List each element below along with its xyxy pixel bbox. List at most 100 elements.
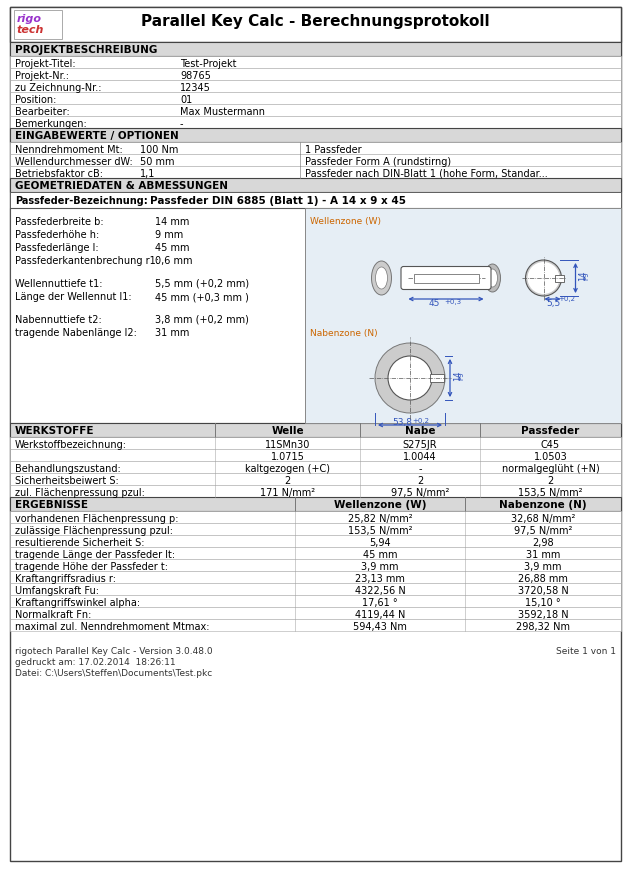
Text: 4119,44 N: 4119,44 N xyxy=(355,609,405,620)
Text: C45: C45 xyxy=(541,440,560,449)
Text: zul. Flächenpressung pzul:: zul. Flächenpressung pzul: xyxy=(15,488,145,497)
Bar xyxy=(430,375,444,382)
Text: +0,2: +0,2 xyxy=(558,295,575,302)
Text: Passfeder-Bezeichnung:: Passfeder-Bezeichnung: xyxy=(15,196,148,206)
Text: tragende Länge der Passfeder lt:: tragende Länge der Passfeder lt: xyxy=(15,549,175,560)
Text: ERGEBNISSE: ERGEBNISSE xyxy=(15,500,88,509)
Bar xyxy=(10,155,621,167)
Text: Betriebsfaktor cB:: Betriebsfaktor cB: xyxy=(15,169,103,179)
Text: Passfederlänge l:: Passfederlänge l: xyxy=(15,242,98,253)
Bar xyxy=(10,93,621,105)
Text: 1.0044: 1.0044 xyxy=(403,452,437,461)
Text: 100 Nm: 100 Nm xyxy=(140,145,179,155)
Text: 45 mm (+0,3 mm ): 45 mm (+0,3 mm ) xyxy=(155,292,249,302)
Text: tech: tech xyxy=(17,25,44,35)
Text: Seite 1 von 1: Seite 1 von 1 xyxy=(556,647,616,655)
Text: 298,32 Nm: 298,32 Nm xyxy=(516,621,570,631)
Text: Wellenzone (W): Wellenzone (W) xyxy=(310,216,381,226)
Text: rigo: rigo xyxy=(17,14,42,24)
Text: Wellennuttiefe t1:: Wellennuttiefe t1: xyxy=(15,279,102,289)
Text: 153,5 N/mm²: 153,5 N/mm² xyxy=(518,488,583,497)
Bar xyxy=(10,595,621,607)
Text: Passfederkantenbrechung r1:: Passfederkantenbrechung r1: xyxy=(15,255,159,266)
Text: Passfederbreite b:: Passfederbreite b: xyxy=(15,216,103,227)
Text: 26,88 mm: 26,88 mm xyxy=(518,574,568,583)
Bar xyxy=(555,275,563,282)
Bar xyxy=(10,193,621,209)
Text: zulässige Flächenpressung pzul:: zulässige Flächenpressung pzul: xyxy=(15,526,173,535)
Bar xyxy=(10,535,621,547)
Text: 3,9 mm: 3,9 mm xyxy=(524,561,562,571)
Text: gedruckt am: 17.02.2014  18:26:11: gedruckt am: 17.02.2014 18:26:11 xyxy=(15,657,175,667)
Ellipse shape xyxy=(375,268,387,289)
Text: Kraftangriffsradius r:: Kraftangriffsradius r: xyxy=(15,574,116,583)
Text: 3,9 mm: 3,9 mm xyxy=(362,561,399,571)
Text: Passfeder DIN 6885 (Blatt 1) - A 14 x 9 x 45: Passfeder DIN 6885 (Blatt 1) - A 14 x 9 … xyxy=(150,196,406,206)
Text: 5,5 mm (+0,2 mm): 5,5 mm (+0,2 mm) xyxy=(155,279,249,289)
Text: 1,1: 1,1 xyxy=(140,169,155,179)
Text: +0,2: +0,2 xyxy=(412,417,429,423)
Bar xyxy=(10,143,621,155)
Text: 11SMn30: 11SMn30 xyxy=(265,440,310,449)
Text: S275JR: S275JR xyxy=(403,440,437,449)
Bar xyxy=(10,607,621,620)
Bar xyxy=(10,620,621,631)
Ellipse shape xyxy=(488,269,497,288)
Text: Position:: Position: xyxy=(15,95,56,105)
Text: 01: 01 xyxy=(180,95,192,105)
Bar xyxy=(10,129,621,143)
Ellipse shape xyxy=(526,261,562,296)
Text: 153,5 N/mm²: 153,5 N/mm² xyxy=(348,526,412,535)
Bar xyxy=(10,423,621,437)
Text: maximal zul. Nenndrehmoment Mtmax:: maximal zul. Nenndrehmoment Mtmax: xyxy=(15,621,209,631)
Text: 594,43 Nm: 594,43 Nm xyxy=(353,621,407,631)
Text: 5,5: 5,5 xyxy=(546,299,560,308)
Text: Nenndrehmoment Mt:: Nenndrehmoment Mt: xyxy=(15,145,123,155)
Text: GEOMETRIEDATEN & ABMESSUNGEN: GEOMETRIEDATEN & ABMESSUNGEN xyxy=(15,181,228,191)
Text: 15,10 °: 15,10 ° xyxy=(525,597,561,607)
Ellipse shape xyxy=(372,262,391,295)
Bar xyxy=(10,179,621,193)
Text: 50 mm: 50 mm xyxy=(140,156,175,167)
Text: -: - xyxy=(180,119,184,129)
Text: -: - xyxy=(418,463,422,474)
Text: 14: 14 xyxy=(579,270,587,281)
Bar xyxy=(10,486,621,497)
Text: tragende Nabenlänge l2:: tragende Nabenlänge l2: xyxy=(15,328,137,338)
Bar xyxy=(10,583,621,595)
Text: Passfeder nach DIN-Blatt 1 (hohe Form, Standar...: Passfeder nach DIN-Blatt 1 (hohe Form, S… xyxy=(305,169,548,179)
Text: Länge der Wellennut l1:: Länge der Wellennut l1: xyxy=(15,292,132,302)
Text: 53,8: 53,8 xyxy=(392,417,412,427)
Bar xyxy=(14,11,62,40)
Text: Nabennuttiefe t2:: Nabennuttiefe t2: xyxy=(15,315,102,325)
Ellipse shape xyxy=(388,356,432,401)
Bar xyxy=(10,437,621,449)
Bar xyxy=(10,167,621,179)
Text: Werkstoffbezeichnung:: Werkstoffbezeichnung: xyxy=(15,440,127,449)
Text: Test-Projekt: Test-Projekt xyxy=(180,59,237,69)
Text: Passfeder: Passfeder xyxy=(521,426,580,435)
Bar xyxy=(10,8,621,43)
Text: Passfeder Form A (rundstirng): Passfeder Form A (rundstirng) xyxy=(305,156,451,167)
Text: 17,61 °: 17,61 ° xyxy=(362,597,398,607)
Bar xyxy=(10,449,621,461)
Text: 32,68 N/mm²: 32,68 N/mm² xyxy=(511,514,575,523)
Text: Welle: Welle xyxy=(271,426,304,435)
Bar xyxy=(10,209,621,423)
Bar xyxy=(10,523,621,535)
Text: 97,5 N/mm²: 97,5 N/mm² xyxy=(514,526,572,535)
Bar xyxy=(10,474,621,486)
Text: Nabenzone (N): Nabenzone (N) xyxy=(499,500,587,509)
Bar xyxy=(10,69,621,81)
Bar xyxy=(10,81,621,93)
Text: zu Zeichnung-Nr.:: zu Zeichnung-Nr.: xyxy=(15,83,102,93)
Text: Kraftangriffswinkel alpha:: Kraftangriffswinkel alpha: xyxy=(15,597,140,607)
Text: 9 mm: 9 mm xyxy=(155,229,183,240)
Text: 45 mm: 45 mm xyxy=(363,549,398,560)
Text: Bearbeiter:: Bearbeiter: xyxy=(15,107,70,116)
Text: 23,13 mm: 23,13 mm xyxy=(355,574,405,583)
FancyBboxPatch shape xyxy=(401,267,491,290)
Text: 1.0503: 1.0503 xyxy=(534,452,567,461)
Text: Nabenzone (N): Nabenzone (N) xyxy=(310,328,377,338)
Text: 45 mm: 45 mm xyxy=(155,242,189,253)
